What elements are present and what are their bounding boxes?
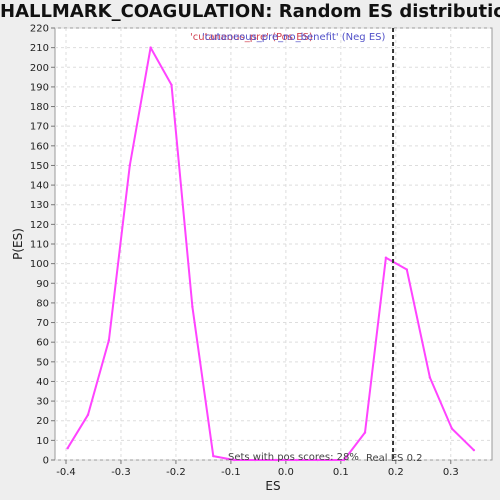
y-tick-label: 80 [36, 298, 49, 309]
x-axis-title: ES [265, 479, 280, 493]
axes: 0 10 20 30 40 50 60 70 80 90 100 110 120 130 140 150 160… [30, 24, 459, 479]
series-line [66, 46, 475, 461]
real-es-label: Real ES 0.2 [366, 453, 422, 464]
data-point [149, 46, 152, 49]
x-tick-label: 0.3 [443, 467, 459, 478]
data-point [253, 458, 257, 462]
x-tick-label: -0.3 [111, 467, 131, 478]
y-tick-label: 60 [36, 338, 49, 349]
data-point [363, 431, 367, 434]
y-tick-label: 70 [36, 318, 49, 329]
x-tick-label: 0.1 [333, 467, 349, 478]
y-tick-label: 10 [36, 436, 49, 447]
y-tick-label: 170 [30, 122, 49, 133]
y-tick-label: 90 [36, 279, 49, 290]
y-tick-label: 140 [30, 181, 49, 192]
data-point [66, 447, 69, 450]
x-tick-label: 0.2 [388, 467, 404, 478]
y-tick-label: 200 [30, 63, 49, 74]
y-tick-label: 40 [36, 377, 49, 388]
y-tick-label: 30 [36, 397, 49, 408]
y-axis-title: P(ES) [11, 228, 25, 260]
y-tick-label: 0 [43, 456, 49, 467]
data-point [384, 256, 388, 259]
y-tick-label: 20 [36, 416, 49, 427]
legend-neg-entry: 'cutaneous_pre_no_benefit' (Neg ES) [202, 32, 386, 43]
data-point [316, 458, 319, 462]
y-tick-label: 210 [30, 43, 49, 54]
x-tick-label: 0.0 [278, 467, 294, 478]
series-layer [66, 46, 476, 462]
y-tick-label: 50 [36, 357, 49, 368]
y-tick-label: 150 [30, 161, 49, 172]
y-tick-label: 100 [30, 259, 49, 270]
legend-pos-entry: 'cutaneous_pre' (Pos ES) [190, 32, 313, 43]
y-tick-label: 130 [30, 200, 49, 211]
data-point [191, 305, 194, 309]
data-point [428, 376, 432, 379]
data-point [472, 448, 476, 452]
data-point [450, 427, 454, 430]
data-point [405, 268, 408, 271]
data-point [107, 339, 111, 342]
data-point [295, 458, 299, 462]
y-tick-label: 110 [30, 240, 49, 251]
data-point [128, 164, 131, 167]
data-point [86, 413, 90, 417]
y-tick-label: 120 [30, 220, 49, 231]
x-tick-label: -0.1 [221, 467, 241, 478]
y-tick-label: 190 [30, 82, 49, 93]
y-tick-label: 220 [30, 24, 49, 35]
data-point [170, 83, 173, 87]
x-tick-label: -0.2 [166, 467, 186, 478]
chart-title: HALLMARK_COAGULATION: Random ES distribu… [0, 1, 500, 22]
data-point [342, 458, 346, 462]
sets-annotation: Sets with pos scores: 28% [228, 452, 359, 463]
y-tick-label: 180 [30, 102, 49, 113]
data-point [274, 458, 278, 462]
y-tick-label: 160 [30, 141, 49, 152]
data-point [232, 458, 236, 462]
x-tick-label: -0.4 [56, 467, 76, 478]
data-point [212, 454, 215, 458]
